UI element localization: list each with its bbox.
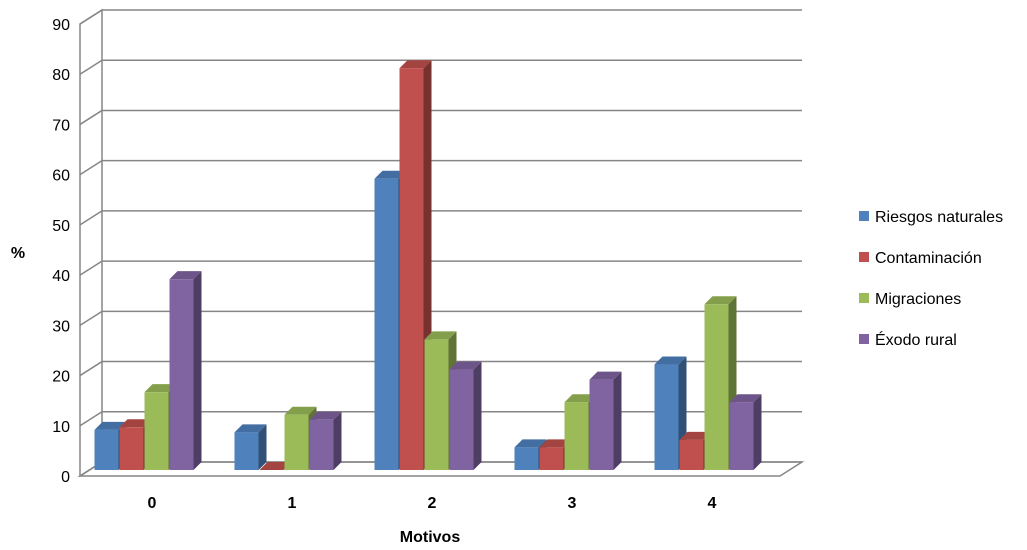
legend: Riesgos naturales Contaminación Migracione… xyxy=(859,209,1003,349)
y-tick-label: 60 xyxy=(52,168,70,185)
y-tick-label: 40 xyxy=(52,268,70,285)
x-tick-label: 0 xyxy=(148,495,157,512)
bar xyxy=(309,411,342,470)
bar xyxy=(589,371,622,470)
y-tick-label: 50 xyxy=(52,218,70,235)
legend-swatch xyxy=(859,334,869,344)
y-tick-label: 90 xyxy=(52,17,70,34)
x-axis-ticks: 0 1 2 3 4 xyxy=(148,495,717,512)
gridline-depth xyxy=(79,160,103,176)
y-tick-label: 70 xyxy=(52,117,70,134)
legend-swatch xyxy=(859,293,869,303)
legend-swatch xyxy=(859,252,869,262)
gridline-depth xyxy=(79,59,103,75)
bar xyxy=(169,271,202,470)
y-tick-label: 20 xyxy=(52,369,70,386)
bar xyxy=(514,439,547,470)
x-tick-label: 4 xyxy=(708,495,717,512)
bar xyxy=(234,424,267,470)
gridline-depth xyxy=(79,109,103,126)
bar xyxy=(449,361,482,470)
legend-swatch xyxy=(859,211,869,221)
side-wall xyxy=(79,8,103,478)
bars xyxy=(94,60,762,470)
legend-label: Éxodo rural xyxy=(875,330,957,349)
x-axis-title: Motivos xyxy=(400,529,461,546)
x-tick-label: 2 xyxy=(428,495,437,512)
y-tick-label: 0 xyxy=(61,469,70,486)
bar xyxy=(729,394,762,470)
y-axis-title: % xyxy=(11,245,25,262)
y-tick-label: 10 xyxy=(52,419,70,436)
gridline-depth xyxy=(79,9,103,25)
bar xyxy=(654,356,687,470)
y-tick-label: 80 xyxy=(52,67,70,84)
y-tick-label: 30 xyxy=(52,318,70,335)
legend-label: Contaminación xyxy=(875,250,982,267)
legend-label: Riesgos naturales xyxy=(875,209,1003,226)
gridline-depth xyxy=(79,310,103,326)
gridline-depth xyxy=(79,411,103,427)
bar xyxy=(259,462,292,470)
legend-label: Migraciones xyxy=(875,291,961,308)
y-axis-ticks: 0 10 20 30 40 50 60 70 80 90 xyxy=(52,17,70,486)
x-tick-label: 3 xyxy=(568,495,577,512)
gridline-depth xyxy=(79,360,103,377)
x-tick-label: 1 xyxy=(288,495,297,512)
gridline-depth xyxy=(79,260,103,276)
gridline-depth xyxy=(79,210,103,226)
